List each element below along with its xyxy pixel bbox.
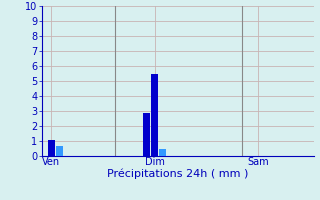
Bar bbox=[55, 146, 63, 156]
Bar bbox=[143, 112, 150, 156]
Bar bbox=[151, 73, 158, 156]
Bar bbox=[48, 140, 55, 156]
X-axis label: Précipitations 24h ( mm ): Précipitations 24h ( mm ) bbox=[107, 169, 248, 179]
Bar bbox=[159, 148, 166, 156]
